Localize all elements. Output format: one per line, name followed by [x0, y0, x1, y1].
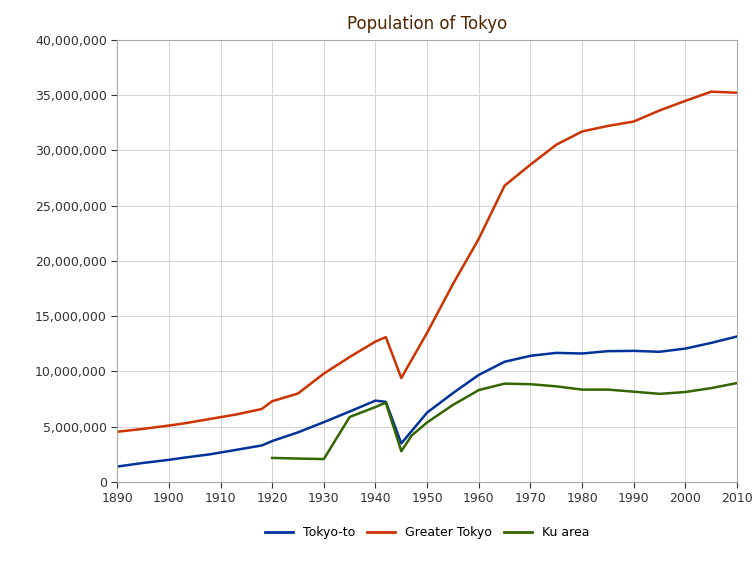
Tokyo-to	[257, 442, 266, 449]
Ku area	[707, 384, 716, 391]
Tokyo-to	[180, 454, 189, 461]
Greater Tokyo	[319, 370, 328, 377]
Tokyo-to	[231, 446, 240, 453]
Ku area	[629, 388, 638, 395]
Greater Tokyo	[707, 88, 716, 95]
Tokyo-to	[397, 440, 406, 447]
Ku area	[423, 419, 432, 426]
Tokyo-to	[474, 371, 483, 378]
Ku area	[293, 455, 302, 462]
Greater Tokyo	[138, 425, 147, 432]
Line: Ku area: Ku area	[272, 383, 737, 459]
Ku area	[397, 448, 406, 455]
Tokyo-to	[655, 348, 664, 355]
Greater Tokyo	[500, 182, 509, 189]
Tokyo-to	[423, 409, 432, 416]
Greater Tokyo	[257, 405, 266, 412]
Ku area	[603, 386, 612, 393]
Ku area	[268, 455, 277, 462]
Tokyo-to	[733, 333, 742, 340]
Tokyo-to	[345, 408, 354, 415]
Greater Tokyo	[474, 235, 483, 242]
Tokyo-to	[552, 349, 561, 356]
Tokyo-to	[138, 460, 147, 467]
Title: Population of Tokyo: Population of Tokyo	[347, 15, 507, 32]
Tokyo-to	[293, 429, 302, 436]
Tokyo-to	[206, 451, 215, 458]
Greater Tokyo	[629, 118, 638, 125]
Greater Tokyo	[345, 354, 354, 361]
Tokyo-to	[603, 348, 612, 354]
Greater Tokyo	[655, 107, 664, 114]
Ku area	[655, 391, 664, 397]
Ku area	[407, 432, 416, 439]
Greater Tokyo	[423, 329, 432, 336]
Ku area	[381, 399, 390, 406]
Tokyo-to	[164, 456, 173, 463]
Greater Tokyo	[164, 422, 173, 429]
Ku area	[319, 456, 328, 463]
Greater Tokyo	[293, 390, 302, 397]
Tokyo-to	[448, 390, 457, 396]
Tokyo-to	[578, 350, 587, 357]
Tokyo-to	[113, 463, 122, 470]
Ku area	[526, 381, 535, 388]
Ku area	[578, 386, 587, 393]
Ku area	[681, 388, 690, 395]
Greater Tokyo	[381, 334, 390, 341]
Line: Tokyo-to: Tokyo-to	[117, 336, 737, 467]
Greater Tokyo	[578, 128, 587, 135]
Greater Tokyo	[552, 141, 561, 148]
Greater Tokyo	[733, 90, 742, 96]
Ku area	[474, 387, 483, 393]
Greater Tokyo	[681, 98, 690, 104]
Ku area	[371, 404, 380, 411]
Tokyo-to	[500, 358, 509, 365]
Greater Tokyo	[603, 122, 612, 129]
Greater Tokyo	[371, 338, 380, 345]
Greater Tokyo	[180, 420, 189, 427]
Line: Greater Tokyo: Greater Tokyo	[117, 92, 737, 431]
Tokyo-to	[629, 348, 638, 354]
Ku area	[552, 383, 561, 390]
Greater Tokyo	[206, 416, 215, 422]
Greater Tokyo	[526, 161, 535, 168]
Greater Tokyo	[397, 375, 406, 382]
Ku area	[345, 413, 354, 420]
Greater Tokyo	[448, 281, 457, 287]
Greater Tokyo	[268, 398, 277, 405]
Tokyo-to	[268, 438, 277, 445]
Tokyo-to	[319, 419, 328, 426]
Tokyo-to	[707, 340, 716, 346]
Tokyo-to	[381, 399, 390, 405]
Ku area	[448, 401, 457, 408]
Tokyo-to	[371, 397, 380, 404]
Legend: Tokyo-to, Greater Tokyo, Ku area: Tokyo-to, Greater Tokyo, Ku area	[260, 521, 594, 544]
Greater Tokyo	[113, 428, 122, 435]
Tokyo-to	[526, 353, 535, 359]
Greater Tokyo	[231, 411, 240, 418]
Tokyo-to	[681, 345, 690, 352]
Ku area	[733, 380, 742, 387]
Ku area	[500, 380, 509, 387]
